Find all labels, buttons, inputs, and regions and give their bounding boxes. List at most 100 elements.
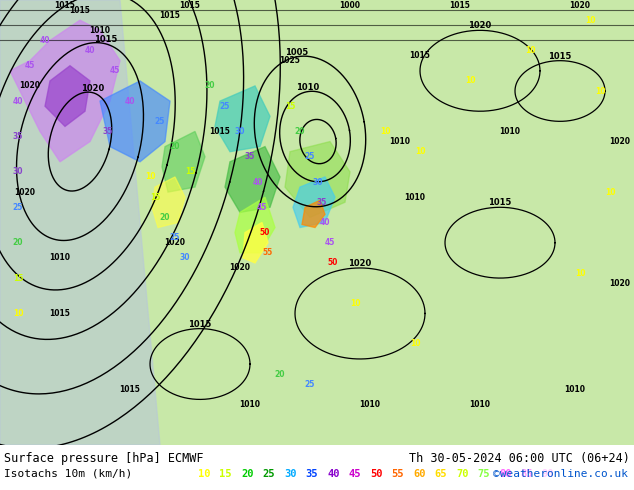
Text: 10: 10 [415, 147, 425, 156]
Text: 1015: 1015 [55, 0, 75, 10]
Text: 40: 40 [85, 46, 95, 55]
Text: 1015: 1015 [120, 385, 141, 394]
Text: 1010: 1010 [500, 127, 521, 136]
Text: 70: 70 [456, 469, 469, 479]
Text: 20: 20 [295, 127, 305, 136]
Text: 1015: 1015 [450, 0, 470, 10]
Text: 25: 25 [262, 469, 275, 479]
Polygon shape [215, 86, 270, 152]
Text: 40: 40 [125, 97, 135, 106]
Text: 50: 50 [328, 258, 338, 268]
Text: 65: 65 [434, 469, 447, 479]
Text: 1020: 1020 [164, 238, 186, 247]
Text: 1015: 1015 [210, 127, 230, 136]
Text: 15: 15 [219, 469, 232, 479]
Text: 25: 25 [155, 117, 165, 126]
Text: 50: 50 [260, 228, 270, 237]
Polygon shape [293, 177, 335, 227]
Text: 1015: 1015 [188, 319, 212, 329]
Text: 25: 25 [305, 380, 315, 389]
Text: ©weatheronline.co.uk: ©weatheronline.co.uk [493, 469, 628, 479]
Text: 1015: 1015 [488, 198, 512, 207]
Text: 35: 35 [13, 132, 23, 141]
Text: 35: 35 [245, 152, 256, 161]
Text: 35: 35 [317, 198, 327, 207]
Text: 1015: 1015 [160, 11, 181, 20]
Text: 20: 20 [160, 213, 171, 222]
Text: 1020: 1020 [348, 259, 372, 268]
Text: 1015: 1015 [49, 309, 70, 318]
Text: 1015: 1015 [410, 51, 430, 60]
Text: 25: 25 [13, 203, 23, 212]
Text: 1020: 1020 [15, 188, 36, 196]
Text: 1020: 1020 [20, 81, 41, 91]
Text: 45: 45 [25, 61, 36, 70]
Text: 1010: 1010 [359, 400, 380, 409]
Text: 30: 30 [284, 469, 297, 479]
Text: 1015: 1015 [70, 5, 91, 15]
Polygon shape [100, 81, 170, 162]
Text: 25: 25 [170, 233, 180, 242]
Text: 15: 15 [150, 193, 160, 202]
Text: 1010: 1010 [89, 26, 110, 35]
Text: 20: 20 [170, 142, 180, 151]
Text: 30: 30 [180, 253, 190, 262]
Text: 1010: 1010 [295, 83, 319, 92]
Text: 25: 25 [305, 152, 315, 161]
Text: 20: 20 [241, 469, 254, 479]
Polygon shape [162, 131, 205, 192]
Text: 25: 25 [220, 101, 230, 111]
Text: 20: 20 [13, 238, 23, 247]
Text: 1010: 1010 [240, 400, 261, 409]
Polygon shape [0, 0, 160, 445]
Text: 80: 80 [499, 469, 512, 479]
Text: 40: 40 [320, 218, 330, 227]
Polygon shape [302, 200, 325, 227]
Polygon shape [152, 177, 185, 227]
Polygon shape [10, 20, 120, 162]
Text: 1015: 1015 [548, 51, 572, 61]
Text: 10: 10 [575, 269, 585, 277]
Text: 1010: 1010 [404, 193, 425, 202]
Text: 30: 30 [13, 168, 23, 176]
Text: 10: 10 [605, 188, 615, 196]
Text: 15: 15 [13, 273, 23, 283]
Text: 55: 55 [392, 469, 404, 479]
Text: 20: 20 [275, 369, 285, 379]
Text: 1025: 1025 [280, 56, 301, 65]
Text: 10: 10 [585, 16, 595, 24]
Text: 1020: 1020 [609, 137, 630, 146]
Polygon shape [225, 147, 280, 212]
Text: 1010: 1010 [49, 253, 70, 262]
Text: 1005: 1005 [285, 48, 309, 57]
Text: 1010: 1010 [564, 385, 586, 394]
Text: 1000: 1000 [339, 0, 361, 10]
Text: 45: 45 [325, 238, 335, 247]
Text: 10: 10 [465, 76, 476, 85]
Text: 1015: 1015 [94, 35, 117, 44]
Text: 10: 10 [145, 172, 155, 181]
Text: 1020: 1020 [569, 0, 590, 10]
Text: 40: 40 [253, 177, 263, 187]
Text: 1010: 1010 [389, 137, 410, 146]
Text: 40: 40 [40, 36, 50, 45]
Text: 45: 45 [349, 469, 361, 479]
Text: 10: 10 [13, 309, 23, 318]
Polygon shape [243, 222, 268, 263]
Text: 1020: 1020 [469, 22, 491, 30]
Text: 45: 45 [257, 203, 267, 212]
Text: 1020: 1020 [230, 264, 250, 272]
Text: 1020: 1020 [609, 279, 630, 288]
Text: 40: 40 [13, 97, 23, 106]
Text: 10: 10 [350, 299, 360, 308]
Text: 55: 55 [263, 248, 273, 257]
Polygon shape [285, 142, 350, 218]
Text: 10: 10 [525, 46, 535, 55]
Text: 40: 40 [327, 469, 339, 479]
Polygon shape [45, 66, 90, 126]
Text: 10: 10 [595, 87, 605, 96]
Text: 10: 10 [380, 127, 391, 136]
Text: Surface pressure [hPa] ECMWF: Surface pressure [hPa] ECMWF [4, 452, 204, 465]
Text: Isotachs 10m (km/h): Isotachs 10m (km/h) [4, 469, 133, 479]
Text: 90: 90 [542, 469, 555, 479]
